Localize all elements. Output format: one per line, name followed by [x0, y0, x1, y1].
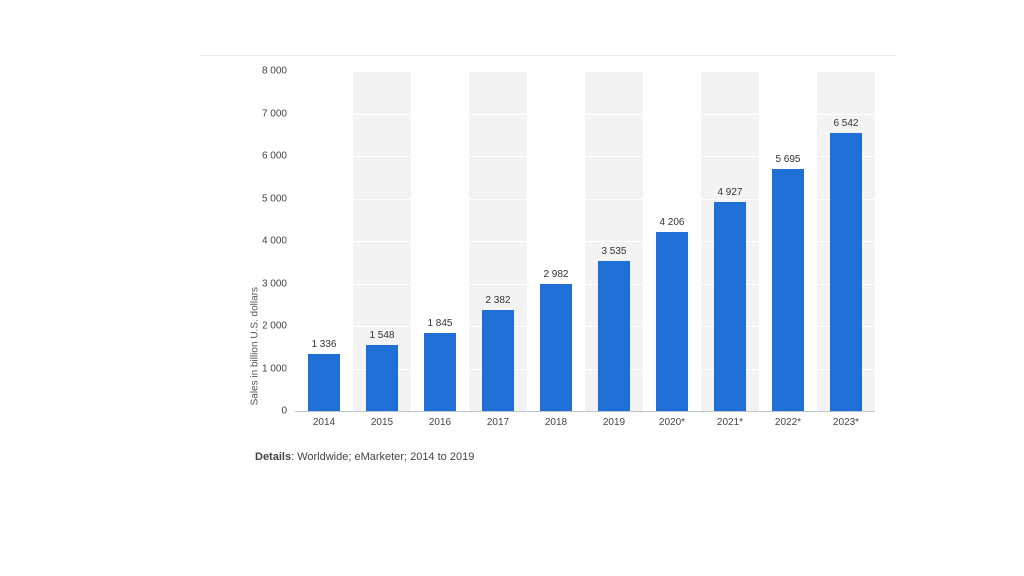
y-tick-label: 2 000: [262, 321, 295, 332]
x-tick-label: 2018: [545, 417, 567, 428]
details-caption: Details: Worldwide; eMarketer; 2014 to 2…: [255, 451, 474, 463]
x-tick-label: 2020*: [659, 417, 685, 428]
x-tick-label: 2021*: [717, 417, 743, 428]
x-tick-label: 2022*: [775, 417, 801, 428]
x-tick-label: 2016: [429, 417, 451, 428]
x-tick-label: 2023*: [833, 417, 859, 428]
bar-value-label: 1 336: [311, 339, 336, 350]
bar: 1 845: [424, 333, 456, 411]
chart-area: Sales in billion U.S. dollars 01 0002 00…: [255, 71, 875, 431]
bar-value-label: 2 982: [543, 269, 568, 280]
y-tick-label: 6 000: [262, 151, 295, 162]
y-tick-label: 7 000: [262, 108, 295, 119]
bar-value-label: 4 206: [659, 217, 684, 228]
bar-value-label: 3 535: [601, 246, 626, 257]
y-tick-label: 8 000: [262, 66, 295, 77]
x-tick-label: 2014: [313, 417, 335, 428]
bar-value-label: 4 927: [717, 187, 742, 198]
bar-value-label: 1 845: [427, 318, 452, 329]
bars: 1 336 1 548 1 845 2 382 2 982 3 535 4 206 4 927…: [295, 71, 875, 411]
x-tick-label: 2015: [371, 417, 393, 428]
bar: 4 927: [714, 202, 746, 411]
x-tick-label: 2017: [487, 417, 509, 428]
bar: 6 542: [830, 133, 862, 411]
bar-value-label: 6 542: [833, 118, 858, 129]
bar: 1 336: [308, 354, 340, 411]
bar-value-label: 1 548: [369, 330, 394, 341]
bar-value-label: 2 382: [485, 295, 510, 306]
bar: 3 535: [598, 261, 630, 411]
y-axis-label: Sales in billion U.S. dollars: [250, 251, 261, 405]
y-tick-label: 0: [281, 406, 295, 417]
y-tick-label: 1 000: [262, 363, 295, 374]
bar-value-label: 5 695: [775, 154, 800, 165]
x-tick-label: 2019: [603, 417, 625, 428]
details-text: : Worldwide; eMarketer; 2014 to 2019: [291, 451, 474, 463]
details-label: Details: [255, 451, 291, 463]
bar: 5 695: [772, 169, 804, 411]
bar: 2 982: [540, 284, 572, 411]
y-tick-label: 4 000: [262, 236, 295, 247]
y-tick-label: 5 000: [262, 193, 295, 204]
chart-container: Sales in billion U.S. dollars 01 0002 00…: [200, 55, 895, 486]
bar: 1 548: [366, 345, 398, 411]
bar: 4 206: [656, 232, 688, 411]
bar: 2 382: [482, 310, 514, 411]
plot-area: 01 0002 0003 0004 0005 0006 0007 0008 00…: [295, 71, 875, 411]
y-tick-label: 3 000: [262, 278, 295, 289]
x-axis-ticks: 2014 2015 2016 2017 2018 2019 2020* 2021* 2022* 2…: [295, 411, 875, 431]
